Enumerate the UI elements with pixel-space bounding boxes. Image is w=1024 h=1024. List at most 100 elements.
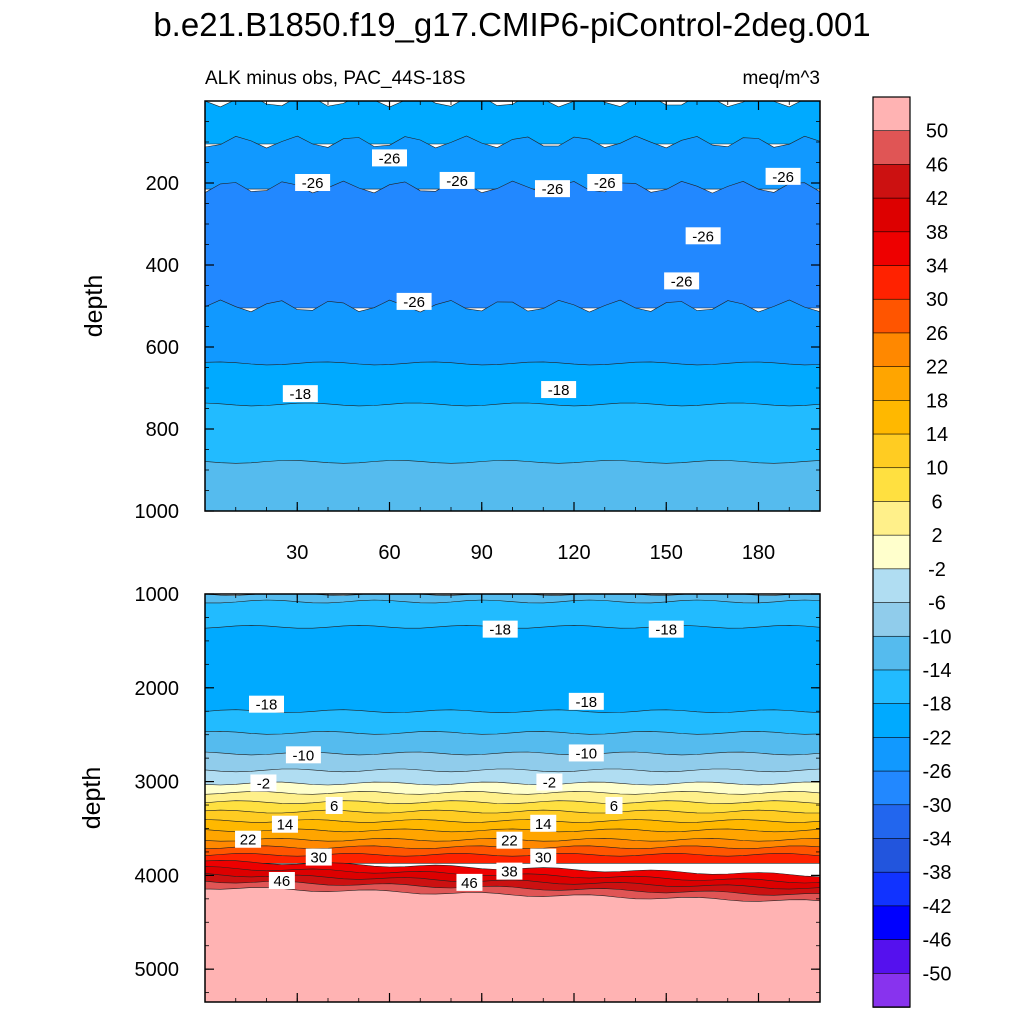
- contour-band: [205, 730, 820, 756]
- svg-text:30: 30: [310, 850, 327, 867]
- colorbar-label: -42: [923, 896, 952, 918]
- contour-label: 46: [268, 872, 295, 890]
- contour-label: -18: [541, 381, 577, 399]
- contour-label: 6: [605, 796, 623, 815]
- colorbar-label: -46: [923, 930, 952, 952]
- x-tick-label: 30: [286, 542, 308, 564]
- y-tick-label: 5000: [135, 959, 180, 981]
- lower-ylabel: depth: [78, 767, 106, 830]
- colorbar-swatch: [872, 366, 911, 402]
- svg-text:6: 6: [610, 798, 618, 815]
- contour-band: [205, 709, 820, 736]
- svg-text:-26: -26: [671, 273, 693, 290]
- contour-band: [205, 101, 820, 145]
- colorbar-label: -22: [923, 727, 952, 749]
- y-tick-label: 800: [146, 419, 179, 441]
- colorbar-swatch: [872, 96, 911, 132]
- x-tick-label: 150: [650, 542, 683, 564]
- y-tick-label: 200: [146, 173, 179, 195]
- colorbar-label: 46: [926, 154, 948, 176]
- svg-text:46: 46: [274, 873, 291, 890]
- colorbar-swatch: [872, 568, 911, 604]
- colorbar-swatch: [872, 939, 911, 975]
- colorbar-label: -6: [928, 593, 946, 615]
- colorbar-frame: [872, 96, 911, 1008]
- colorbar-label: -18: [923, 694, 952, 716]
- figure-title: b.e21.B1850.f19_g17.CMIP6-piControl-2deg…: [153, 6, 870, 43]
- contour-label: -26: [372, 149, 407, 167]
- contour-label: 22: [496, 831, 523, 850]
- contour-label: -26: [685, 227, 721, 245]
- contour-band: [205, 402, 820, 465]
- colorbar-label: -30: [923, 795, 952, 817]
- colorbar-swatch: [872, 871, 911, 907]
- contour-label: -18: [282, 385, 318, 403]
- upper-subtitle-left: ALK minus obs, PAC_44S-18S: [205, 68, 466, 89]
- colorbar-label: -34: [923, 828, 952, 850]
- svg-text:-26: -26: [446, 173, 468, 190]
- contour-band: [205, 880, 820, 904]
- svg-text:-10: -10: [575, 745, 597, 762]
- colorbar-swatch: [872, 298, 911, 334]
- colorbar-label: -50: [923, 963, 952, 985]
- colorbar-label: 50: [926, 121, 948, 143]
- contour-label: -26: [295, 174, 331, 192]
- svg-text:22: 22: [240, 832, 257, 849]
- colorbar-label: -10: [923, 626, 952, 648]
- contour-label: -26: [396, 292, 432, 311]
- svg-text:14: 14: [277, 817, 294, 834]
- contour-label: 30: [530, 848, 557, 867]
- contour-band: [205, 781, 820, 796]
- contour-label: -26: [664, 272, 700, 290]
- contour-band: [205, 460, 820, 511]
- x-tick-label: 180: [742, 542, 775, 564]
- y-tick-label: 1000: [135, 501, 180, 523]
- svg-text:-18: -18: [655, 622, 677, 639]
- colorbar-swatch: [872, 838, 911, 873]
- colorbar-swatch: [872, 905, 911, 941]
- colorbar-label: 18: [926, 390, 948, 412]
- svg-text:-26: -26: [772, 169, 794, 186]
- x-tick-label: 60: [378, 542, 400, 564]
- colorbar-swatch: [872, 197, 911, 233]
- colorbar-swatch: [872, 602, 911, 638]
- contour-label: -26: [534, 180, 570, 198]
- contour-label: -10: [285, 746, 321, 764]
- contour-label: -18: [249, 695, 284, 714]
- colorbar-swatch: [872, 231, 911, 267]
- svg-text:-18: -18: [289, 386, 311, 403]
- y-tick-label: 600: [146, 337, 179, 359]
- contour-band: [205, 887, 820, 1002]
- contour-band: [205, 768, 820, 786]
- colorbar-swatch: [872, 737, 911, 772]
- contour-label: -26: [587, 174, 623, 192]
- contour-band: [205, 361, 820, 407]
- svg-text:-26: -26: [379, 150, 401, 167]
- contour-band: [205, 135, 820, 190]
- upper-contour-plot: -26 -26 -26 -26 -26 -26 -26 -26 -26 -18 -18 200 400 6…: [135, 100, 821, 564]
- contour-label: 6: [325, 796, 343, 815]
- contour-band: [205, 809, 820, 824]
- contour-label: -2: [250, 774, 277, 792]
- svg-text:-10: -10: [293, 747, 315, 764]
- colorbar-swatch: [872, 635, 911, 671]
- contour-label: -26: [765, 167, 801, 186]
- colorbar-swatch: [872, 130, 911, 166]
- svg-text:46: 46: [461, 875, 478, 892]
- svg-text:-2: -2: [543, 775, 556, 792]
- colorbar-swatch: [872, 972, 911, 1008]
- svg-text:38: 38: [501, 864, 518, 881]
- colorbar: 50 46 42 38 34 30 26 22 18 14 10 6 2 -2 -6 -10 -14 -18 -22…: [872, 96, 952, 1008]
- colorbar-label: 38: [926, 222, 948, 244]
- colorbar-swatch: [872, 804, 911, 840]
- svg-text:30: 30: [535, 850, 552, 867]
- contour-label: 46: [456, 873, 483, 892]
- upper-subtitle-right: meq/m^3: [742, 68, 820, 89]
- colorbar-label: 30: [926, 289, 948, 311]
- colorbar-label: -38: [923, 862, 952, 884]
- colorbar-swatch: [872, 433, 911, 469]
- colorbar-label: 42: [926, 188, 948, 210]
- contour-band: [205, 180, 820, 309]
- contour-band: [205, 624, 820, 714]
